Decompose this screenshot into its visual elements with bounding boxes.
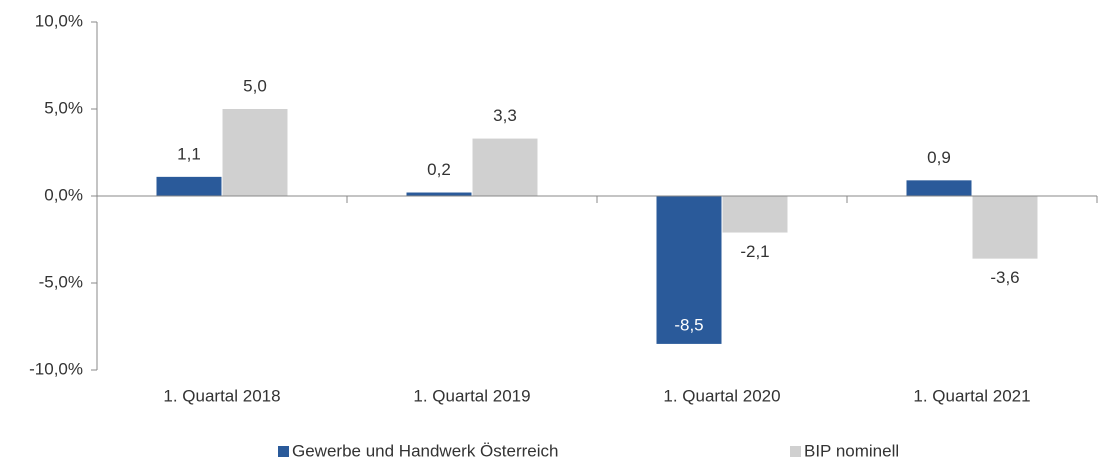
data-label: 3,3 [493, 106, 517, 125]
data-label: 1,1 [177, 144, 201, 163]
y-tick-label: 10,0% [35, 11, 83, 30]
data-label: 0,2 [427, 160, 451, 179]
bar [472, 138, 538, 196]
bar [222, 109, 288, 196]
y-tick-label: -5,0% [39, 272, 83, 291]
bar [156, 176, 222, 196]
y-tick-label: 0,0% [44, 185, 83, 204]
legend-swatch [278, 446, 289, 457]
data-label: -3,6 [990, 268, 1019, 287]
legend-label: BIP nominell [804, 441, 899, 460]
x-tick-label: 1. Quartal 2020 [663, 386, 780, 405]
legend-label: Gewerbe und Handwerk Österreich [292, 441, 558, 460]
y-tick-label: -10,0% [29, 359, 83, 378]
data-label: -2,1 [740, 242, 769, 261]
data-label: -8,5 [674, 315, 703, 334]
x-tick-label: 1. Quartal 2019 [413, 386, 530, 405]
x-tick-label: 1. Quartal 2021 [913, 386, 1030, 405]
bar [906, 180, 972, 196]
data-label: 0,9 [927, 148, 951, 167]
x-tick-label: 1. Quartal 2018 [163, 386, 280, 405]
data-label: 5,0 [243, 76, 267, 95]
y-tick-label: 5,0% [44, 98, 83, 117]
legend-swatch [790, 446, 801, 457]
bar [722, 196, 788, 233]
bar [656, 196, 722, 344]
bar [406, 192, 472, 196]
bar [972, 196, 1038, 259]
